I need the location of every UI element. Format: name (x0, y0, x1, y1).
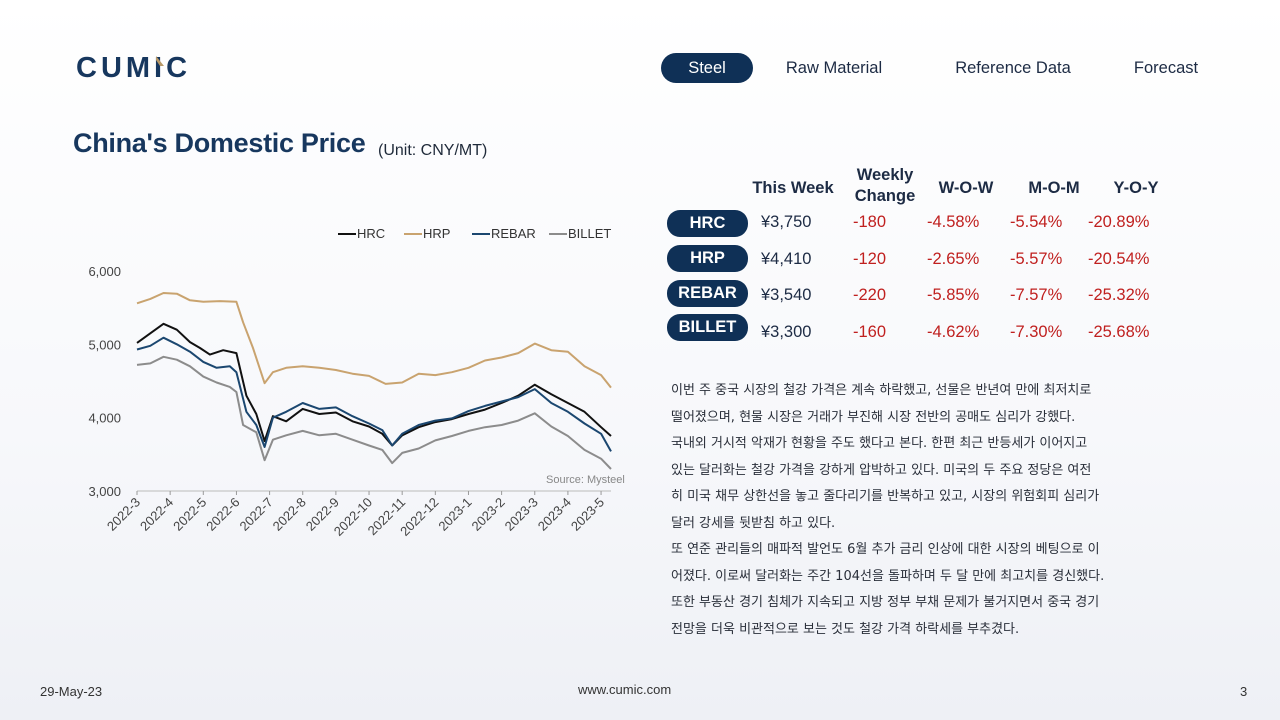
wow-cell: -2.65% (927, 250, 980, 268)
legend-label: HRP (423, 226, 450, 241)
x-tick-label: 2022-8 (270, 495, 309, 534)
market-commentary: 이번 주 중국 시장의 철강 가격은 계속 하락했고, 선물은 반년여 만에 최… (671, 378, 1171, 643)
x-tick-label: 2023-5 (568, 495, 607, 534)
y-tick-label: 5,000 (88, 337, 121, 352)
mom-cell: -7.57% (1010, 286, 1063, 304)
page-number: 3 (1240, 684, 1248, 699)
x-tick-label: 2022-4 (137, 495, 176, 534)
change-cell: -180 (853, 213, 887, 231)
yoy-cell: -25.68% (1088, 323, 1150, 341)
x-tick-label: 2022-5 (170, 495, 209, 534)
tab-reference-data[interactable]: Reference Data (955, 59, 1071, 77)
price-cell: ¥3,300 (761, 323, 812, 341)
series-line-hrc (136, 322, 612, 447)
footer-date: 29-May-23 (40, 684, 103, 699)
row-label-hrp: HRP (667, 245, 748, 272)
legend-label: REBAR (491, 226, 536, 241)
series-line-rebar (136, 336, 612, 452)
top-nav: Steel Raw Material Reference Data Foreca… (0, 53, 1280, 83)
x-tick-label: 2022-7 (236, 495, 275, 534)
page-title: China's Domestic Price (73, 128, 366, 158)
commentary-line: 달러 강세를 뒷받침 하고 있다. (671, 515, 836, 531)
y-tick-label: 4,000 (88, 411, 121, 426)
yoy-cell: -25.32% (1088, 286, 1150, 304)
change-cell: -160 (853, 323, 887, 341)
x-tick-label: 2022-6 (203, 495, 242, 534)
wow-cell: -4.58% (927, 213, 980, 231)
y-tick-label: 6,000 (88, 264, 121, 279)
commentary-line: 어졌다. 이로써 달러화는 주간 104선을 돌파하며 두 달 만에 최고치를 … (671, 568, 1105, 584)
price-cell: ¥3,540 (761, 286, 812, 304)
header-mom: M-O-M (1028, 179, 1080, 197)
legend-label: HRC (357, 226, 385, 241)
series-line-billet (136, 355, 612, 470)
logo-text: CUMIC (76, 52, 191, 82)
price-cell: ¥3,750 (761, 213, 812, 231)
mom-cell: -5.54% (1010, 213, 1063, 231)
price-cell: ¥4,410 (761, 250, 812, 268)
row-label-billet: BILLET (667, 314, 748, 341)
x-tick-label: 2023-3 (502, 495, 541, 534)
wow-cell: -4.62% (927, 323, 980, 341)
header-weekly-change: Weekly Change (854, 166, 916, 205)
yoy-cell: -20.89% (1088, 213, 1150, 231)
change-cell: -220 (853, 286, 887, 304)
commentary-line: 또한 부동산 경기 침체가 지속되고 지방 정부 부채 문제가 불거지면서 중국… (671, 595, 1100, 610)
header-yoy: Y-O-Y (1113, 179, 1159, 197)
chart-source: Source: Mysteel (546, 474, 625, 486)
x-tick-label: 2022-3 (104, 495, 143, 534)
cumic-logo: CUMIC (76, 52, 191, 82)
tab-steel[interactable]: Steel (661, 53, 753, 83)
x-tick-label: 2023-2 (469, 495, 508, 534)
mom-cell: -5.57% (1010, 250, 1063, 268)
mom-cell: -7.30% (1010, 323, 1063, 341)
row-label-hrc: HRC (667, 210, 748, 237)
yoy-cell: -20.54% (1088, 250, 1150, 268)
header-this-week: This Week (752, 179, 834, 197)
tab-raw-material[interactable]: Raw Material (785, 59, 883, 77)
commentary-line: 국내외 거시적 악재가 현황을 주도 했다고 본다. 한편 최근 반등세가 이어… (671, 436, 1088, 451)
commentary-line: 있는 달러화는 철강 가격을 강하게 압박하고 있다. 미국의 두 주요 정당은… (671, 462, 1092, 478)
row-label-rebar: REBAR (667, 280, 748, 307)
footer-url[interactable]: www.cumic.com (578, 682, 672, 697)
header-wow: W-O-W (938, 179, 994, 197)
logo-accent-icon (156, 56, 164, 66)
x-tick-label: 2023-1 (435, 495, 474, 534)
commentary-line: 또 연준 관리들의 매파적 발언도 6월 추가 금리 인상에 대한 시장의 베팅… (671, 542, 1100, 557)
y-tick-label: 3,000 (88, 484, 121, 499)
x-tick-label: 2023-4 (535, 495, 574, 534)
series-line-hrp (136, 292, 612, 389)
commentary-line: 전망을 더욱 비관적으로 보는 것도 철강 가격 하락세를 부추겼다. (671, 621, 1020, 637)
wow-cell: -5.85% (927, 286, 980, 304)
commentary-line: 떨어졌으며, 현물 시장은 거래가 부진해 시장 전반의 공매도 심리가 강했다… (671, 409, 1076, 425)
legend-label: BILLET (568, 226, 611, 241)
change-cell: -120 (853, 250, 887, 268)
commentary-line: 이번 주 중국 시장의 철강 가격은 계속 하락했고, 선물은 반년여 만에 최… (671, 383, 1092, 398)
commentary-line: 히 미국 채무 상한선을 놓고 줄다리기를 반복하고 있고, 시장의 위험회피 … (671, 489, 1100, 504)
tab-forecast[interactable]: Forecast (1133, 59, 1199, 77)
unit-label: (Unit: CNY/MT) (378, 142, 488, 159)
